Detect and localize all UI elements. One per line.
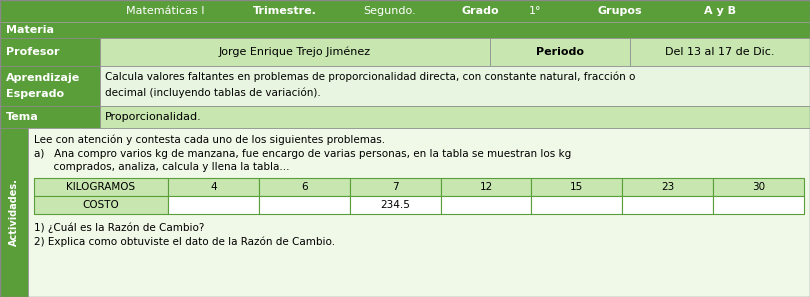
Bar [622,196,713,214]
Text: Profesor: Profesor [6,47,59,57]
Bar [490,38,630,66]
Bar [713,178,804,196]
Text: 12: 12 [480,182,492,192]
Text: Calcula valores faltantes en problemas de proporcionalidad directa, con constant: Calcula valores faltantes en problemas d… [105,72,635,83]
Text: 2) Explica como obtuviste el dato de la Razón de Cambio.: 2) Explica como obtuviste el dato de la … [34,237,335,247]
Bar [168,178,259,196]
Text: COSTO: COSTO [83,200,119,210]
Text: 4: 4 [210,182,217,192]
Bar [0,22,810,38]
Text: Matemáticas I: Matemáticas I [126,6,204,16]
Bar [531,196,622,214]
Text: Grupos: Grupos [598,6,642,16]
Text: KILOGRAMOS: KILOGRAMOS [66,182,135,192]
Text: 7: 7 [392,182,399,192]
Text: Materia: Materia [6,25,54,35]
Bar [0,106,100,128]
Bar [259,178,350,196]
Bar [28,128,810,297]
Bar [100,66,810,106]
Bar [0,66,100,106]
Text: decimal (incluyendo tablas de variación).: decimal (incluyendo tablas de variación)… [105,88,321,98]
Bar [350,196,441,214]
Bar [259,196,350,214]
Bar [100,106,810,128]
Text: 1°: 1° [529,6,541,16]
Text: 234.5: 234.5 [380,200,410,210]
Text: A y B: A y B [704,6,736,16]
Bar [441,178,531,196]
Text: Actividades.: Actividades. [9,178,19,247]
Bar [713,196,804,214]
Bar [34,178,168,196]
Text: Del 13 al 17 de Dic.: Del 13 al 17 de Dic. [665,47,774,57]
Text: Aprendizaje: Aprendizaje [6,73,80,83]
Bar [0,0,810,22]
Bar [441,196,531,214]
Text: comprados, analiza, calcula y llena la tabla...: comprados, analiza, calcula y llena la t… [34,162,289,172]
Text: Tema: Tema [6,112,39,122]
Bar [168,196,259,214]
Bar [622,178,713,196]
Bar [34,196,168,214]
Text: Lee con atención y contesta cada uno de los siguientes problemas.: Lee con atención y contesta cada uno de … [34,135,385,145]
Bar [0,128,28,297]
Text: a)   Ana compro varios kg de manzana, fue encargo de varias personas, en la tabl: a) Ana compro varios kg de manzana, fue … [34,149,571,159]
Text: Segundo.: Segundo. [364,6,416,16]
Text: Jorge Enrique Trejo Jiménez: Jorge Enrique Trejo Jiménez [219,47,371,57]
Text: Esperado: Esperado [6,89,64,99]
Text: 30: 30 [752,182,765,192]
Text: Grado: Grado [461,6,499,16]
Bar [350,178,441,196]
Bar [531,178,622,196]
Text: Trimestre.: Trimestre. [253,6,317,16]
Text: 1) ¿Cuál es la Razón de Cambio?: 1) ¿Cuál es la Razón de Cambio? [34,223,204,233]
Bar [630,38,810,66]
Text: 15: 15 [570,182,583,192]
Bar [100,38,490,66]
Text: 6: 6 [301,182,308,192]
Bar [0,38,100,66]
Text: 23: 23 [661,182,675,192]
Text: Proporcionalidad.: Proporcionalidad. [105,112,202,122]
Text: Periodo: Periodo [536,47,584,57]
